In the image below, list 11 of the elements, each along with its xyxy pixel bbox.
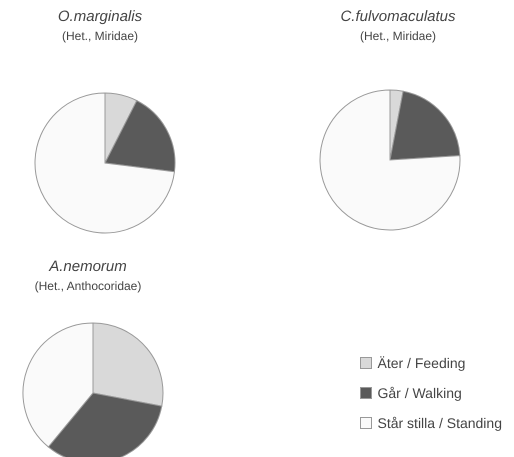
chart-subtitle: (Het., Anthocoridae) [34,279,142,293]
chart-title: O.marginalis [56,8,144,25]
legend-label: Går / Walking [377,385,462,401]
chart-title: A.nemorum [48,258,128,275]
chart-title: C.fulvomaculatus [339,8,457,25]
chart-subtitle: (Het., Miridae) [60,29,139,43]
pie-slice [34,92,175,234]
chart-subtitle: (Het., Miridae) [358,29,437,43]
pie-slice [320,90,460,230]
legend-label: Står stilla / Standing [377,415,502,431]
legend-label: Äter / Feeding [377,355,466,371]
